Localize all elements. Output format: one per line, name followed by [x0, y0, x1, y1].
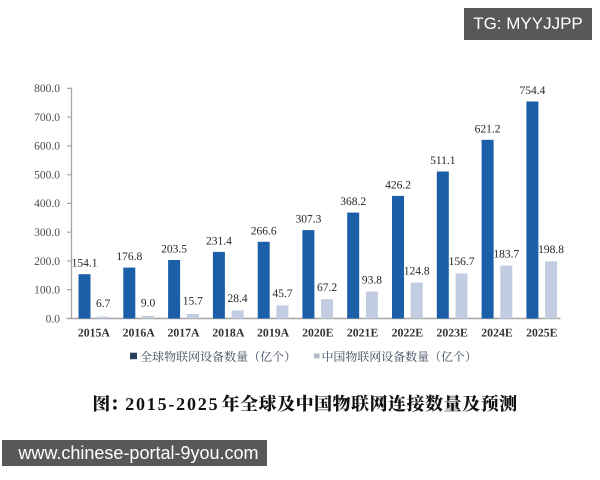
svg-text:307.3: 307.3: [295, 214, 321, 226]
svg-text:700.0: 700.0: [34, 112, 60, 124]
svg-text:300.0: 300.0: [34, 227, 60, 239]
svg-text:2022E: 2022E: [392, 326, 424, 340]
svg-text:2019A: 2019A: [257, 326, 290, 340]
svg-text:198.8: 198.8: [538, 244, 564, 256]
svg-text:2023E: 2023E: [436, 326, 468, 340]
svg-text:124.8: 124.8: [404, 265, 430, 277]
svg-text:2016A: 2016A: [123, 326, 156, 340]
svg-text:203.5: 203.5: [161, 244, 187, 256]
svg-text:156.7: 156.7: [449, 256, 475, 268]
svg-text:6.7: 6.7: [96, 298, 111, 310]
svg-text:28.4: 28.4: [228, 293, 248, 305]
svg-text:511.1: 511.1: [430, 155, 456, 167]
svg-text:500.0: 500.0: [34, 170, 60, 182]
svg-text:2015A: 2015A: [78, 326, 111, 340]
svg-text:2021E: 2021E: [347, 326, 379, 340]
svg-text:400.0: 400.0: [34, 198, 60, 210]
svg-text:9.0: 9.0: [141, 297, 156, 309]
svg-text:754.4: 754.4: [519, 85, 545, 97]
svg-text:200.0: 200.0: [34, 256, 60, 268]
svg-text:800.0: 800.0: [34, 83, 60, 95]
svg-text:231.4: 231.4: [206, 235, 232, 247]
svg-text:368.2: 368.2: [340, 196, 366, 208]
svg-text:15.7: 15.7: [183, 296, 203, 308]
svg-text:154.1: 154.1: [72, 258, 98, 270]
svg-text:2015-2025: 2015-2025: [125, 394, 219, 414]
svg-text:621.2: 621.2: [475, 123, 501, 135]
svg-text:0.0: 0.0: [46, 313, 61, 325]
svg-text:93.8: 93.8: [362, 274, 382, 286]
svg-text:426.2: 426.2: [385, 179, 411, 191]
svg-text:45.7: 45.7: [272, 288, 292, 300]
svg-text:67.2: 67.2: [317, 282, 337, 294]
svg-text:2024E: 2024E: [481, 326, 513, 340]
svg-text:176.8: 176.8: [116, 251, 142, 263]
svg-text:2018A: 2018A: [212, 326, 245, 340]
svg-text:266.6: 266.6: [251, 225, 277, 237]
svg-text:2025E: 2025E: [526, 326, 558, 340]
svg-text:183.7: 183.7: [493, 248, 519, 260]
svg-text:2020E: 2020E: [302, 326, 334, 340]
svg-text:600.0: 600.0: [34, 141, 60, 153]
svg-text:2017A: 2017A: [167, 326, 200, 340]
svg-text:100.0: 100.0: [34, 285, 60, 297]
